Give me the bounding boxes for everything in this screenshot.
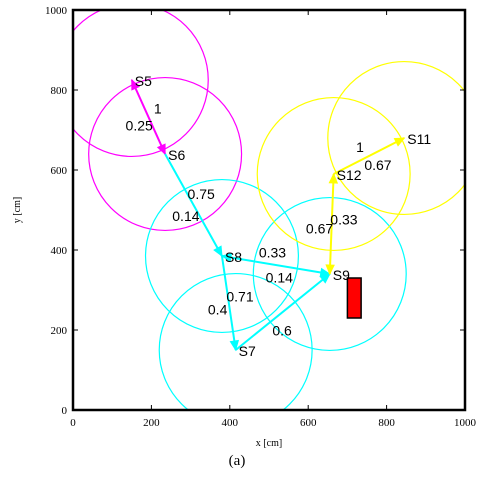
range-circle-s6 <box>88 76 243 232</box>
edge-line <box>328 173 335 275</box>
y-tick-label: 0 <box>62 405 68 417</box>
range-circle-s7 <box>158 272 313 410</box>
edge-line <box>130 79 167 155</box>
arrowhead <box>393 137 406 147</box>
node-label-s7: S7 <box>239 343 256 359</box>
node-label-s11: S11 <box>407 131 431 147</box>
node-label-s12: S12 <box>337 167 362 183</box>
edge-label-to: 0.67 <box>306 221 333 237</box>
edge-line <box>333 137 405 175</box>
node-label-s5: S5 <box>135 73 152 89</box>
range-circles <box>73 10 465 410</box>
node-label-s9: S9 <box>333 267 350 283</box>
edge-s7-s9 <box>235 273 331 351</box>
x-tick-label: 600 <box>300 417 317 429</box>
edge-label-mid: 0.6 <box>272 322 292 338</box>
node-label-s6: S6 <box>168 147 185 163</box>
node-label-s8: S8 <box>225 249 242 265</box>
y-tick-label: 200 <box>51 325 68 337</box>
edges-layer <box>130 78 406 352</box>
arrowhead <box>220 252 233 263</box>
edge-label-to: 0.14 <box>266 270 293 286</box>
x-axis-label: x [cm] <box>256 438 282 449</box>
edge-s12-s9 <box>325 172 339 276</box>
edge-label-from: 0.71 <box>226 289 253 305</box>
edge-label-from: 1 <box>356 139 364 155</box>
range-circle-s5 <box>73 10 209 158</box>
edge-s12-s11 <box>333 137 406 175</box>
edge-line <box>164 153 223 257</box>
range-circle-s12 <box>256 96 411 252</box>
edge-s6-s8 <box>164 153 223 258</box>
arrowhead <box>156 143 166 156</box>
edge-line <box>235 273 331 351</box>
y-tick-label: 600 <box>51 165 68 177</box>
edge-label-from: 0.33 <box>259 244 286 260</box>
edge-label-to: 0.14 <box>172 208 199 224</box>
edge-label-to: 0.25 <box>126 118 153 134</box>
edge-s5-s6 <box>130 78 167 156</box>
y-axis-label: y [cm] <box>12 197 23 223</box>
axes-layer: 0 200 400 600 800 1000 0 200 400 600 800 1000 <box>45 5 477 429</box>
arrowhead <box>328 172 339 184</box>
edge-label-to: 0.4 <box>208 301 228 317</box>
x-tick-label: 800 <box>378 417 395 429</box>
edge-label-from: 1 <box>154 100 162 116</box>
range-circle-s11 <box>327 60 465 216</box>
edge-line <box>221 255 330 275</box>
y-tick-label: 800 <box>51 85 68 97</box>
range-circle-s9 <box>252 196 407 352</box>
arrowhead <box>319 273 331 284</box>
y-tick-label: 1000 <box>45 5 68 17</box>
figure-caption: (a) <box>229 453 246 469</box>
arrowhead <box>131 78 141 91</box>
y-tick-label: 400 <box>51 245 68 257</box>
obstacle <box>346 277 362 319</box>
edge-s8-s7 <box>220 255 240 352</box>
arrowhead <box>325 264 335 276</box>
x-tick-label: 0 <box>70 417 76 429</box>
arrowhead <box>229 339 240 352</box>
obstacle-layer <box>346 277 362 319</box>
x-tick-label: 400 <box>222 417 239 429</box>
edge-label-to: 0.67 <box>364 157 391 173</box>
edge-label-from: 0.33 <box>330 211 357 227</box>
x-tick-label: 1000 <box>454 417 477 429</box>
edge-line <box>220 255 237 351</box>
x-tick-label: 200 <box>143 417 160 429</box>
plot-frame <box>71 8 467 412</box>
edge-s8-s9 <box>220 252 331 278</box>
edge-label-from: 0.75 <box>188 186 215 202</box>
labels-layer: 10.250.750.140.330.140.710.40.60.330.671… <box>126 73 432 359</box>
range-circle-s8 <box>144 178 300 334</box>
arrowhead <box>213 245 223 258</box>
